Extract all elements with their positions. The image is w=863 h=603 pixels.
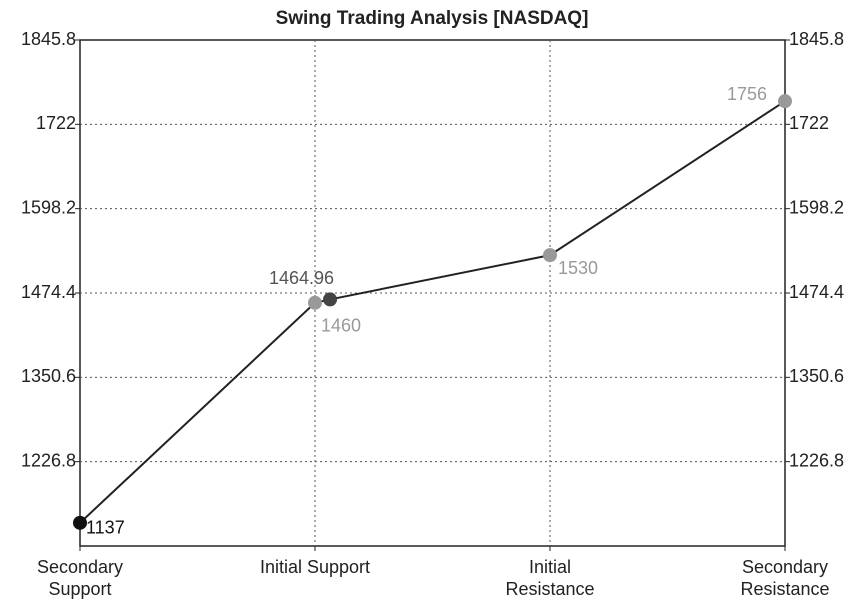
point <box>778 94 792 109</box>
y-tick-label: 1598.2 <box>21 197 76 217</box>
x-tick-label: Initial Resistance <box>505 557 595 599</box>
data-label: 1530 <box>558 258 598 278</box>
point <box>543 248 557 263</box>
y2-tick-label: 1722 <box>789 113 829 133</box>
point <box>323 292 338 307</box>
data-label: 1137 <box>86 518 125 538</box>
data-label: 1464.96 <box>269 268 334 288</box>
x-tick-label: Secondary Support <box>36 557 124 599</box>
line <box>79 100 786 524</box>
data-label: 1460 <box>321 316 361 336</box>
y-tick-label: 1226.8 <box>21 450 76 470</box>
y2-tick-label: 1598.2 <box>789 197 844 217</box>
y-tick-label: 1350.6 <box>21 366 76 386</box>
y2-tick-label: 1474.4 <box>789 282 844 302</box>
y-tick-label: 1845.8 <box>21 29 76 49</box>
y2-tick-label: 1350.6 <box>789 366 844 386</box>
point <box>73 515 87 530</box>
y2-tick-label: 1226.8 <box>789 450 844 470</box>
data-label: 1756 <box>727 84 767 104</box>
y-tick-label: 1474.4 <box>21 282 76 302</box>
x-tick-label: Initial Support <box>259 557 371 577</box>
chart-title: Swing Trading Analysis [NASDAQ] <box>276 8 589 29</box>
x-tick-label: Secondary Resistance <box>740 557 830 599</box>
y2-tick-label: 1845.8 <box>789 29 844 49</box>
point <box>308 295 322 310</box>
y-tick-label: 1722 <box>36 113 76 133</box>
